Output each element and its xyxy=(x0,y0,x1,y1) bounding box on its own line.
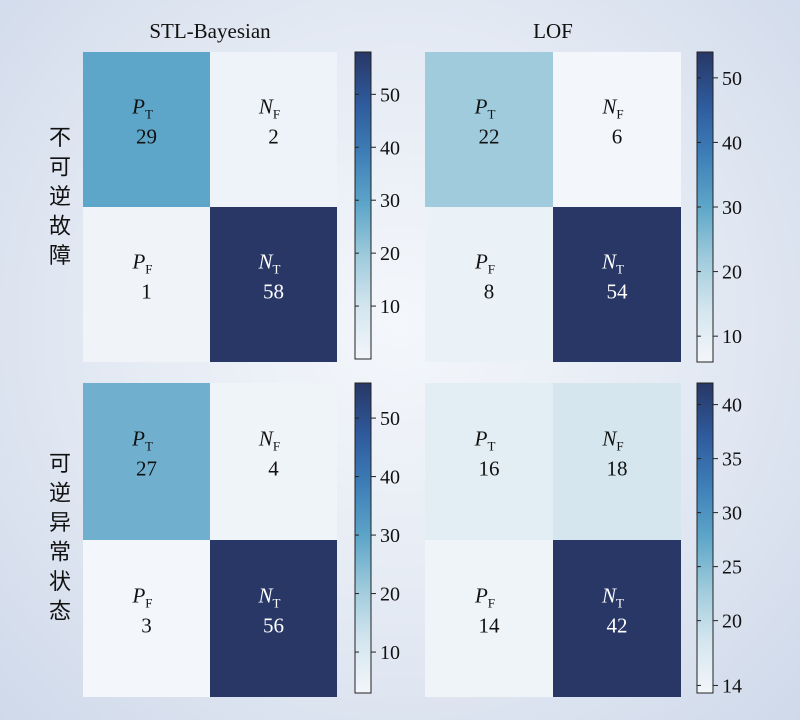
heatmap-cell xyxy=(553,540,681,697)
heatmap-cell xyxy=(210,540,337,697)
cell-value: 3 xyxy=(141,614,152,638)
colorbar-tick-label: 25 xyxy=(722,557,742,579)
cell-value: 14 xyxy=(479,614,501,638)
heatmap-cell xyxy=(425,52,553,207)
cell-value: 42 xyxy=(607,614,628,638)
heatmap-cell xyxy=(83,52,210,207)
colorbar-tick-label: 30 xyxy=(722,197,742,219)
heatmap-cell xyxy=(83,383,210,540)
heatmap-cell xyxy=(83,207,210,362)
colorbar-tick-label: 10 xyxy=(380,296,400,318)
cell-value: 29 xyxy=(136,125,157,149)
colorbar-tick-label: 40 xyxy=(380,467,400,489)
colorbar-tick-label: 14 xyxy=(722,675,742,697)
cell-value: 6 xyxy=(612,125,623,149)
cell-value: 18 xyxy=(607,457,628,481)
colorbar-tick-label: 50 xyxy=(380,84,400,106)
cell-value: 16 xyxy=(479,457,500,481)
colorbar-tick-label: 10 xyxy=(380,642,400,664)
cell-value: 54 xyxy=(607,280,629,304)
cell-value: 27 xyxy=(136,457,157,481)
cell-value: 58 xyxy=(263,280,284,304)
panel-title: LOF xyxy=(533,19,573,43)
heatmap-cell xyxy=(553,383,681,540)
colorbar xyxy=(354,51,372,360)
row-label: 不可逆故障 xyxy=(49,125,71,268)
heatmap-cell xyxy=(83,540,210,697)
colorbar-tick-label: 20 xyxy=(722,611,742,633)
colorbar-tick-label: 30 xyxy=(722,503,742,525)
heatmap-cell xyxy=(210,383,337,540)
colorbar xyxy=(354,382,372,694)
colorbar-tick-label: 35 xyxy=(722,449,742,471)
cell-value: 1 xyxy=(141,280,152,304)
colorbar-tick-label: 40 xyxy=(380,137,400,159)
colorbar-tick-label: 40 xyxy=(722,132,742,154)
panel-title: STL-Bayesian xyxy=(149,19,271,43)
heatmap-cell xyxy=(553,52,681,207)
heatmap-cell xyxy=(425,540,553,697)
colorbar-tick-label: 30 xyxy=(380,190,400,212)
heatmap-cell xyxy=(425,207,553,362)
cell-value: 22 xyxy=(479,125,500,149)
colorbar-tick-label: 10 xyxy=(722,326,742,348)
heatmap-cell xyxy=(425,383,553,540)
cell-value: 4 xyxy=(268,457,279,481)
colorbar xyxy=(696,382,714,694)
colorbar-tick-label: 30 xyxy=(380,525,400,547)
panel-0: STL-Bayesian不可逆故障PT29NF2PF1NT58102030405… xyxy=(49,19,400,362)
colorbar-tick-label: 20 xyxy=(380,584,400,606)
heatmap-cell xyxy=(210,52,337,207)
heatmap-cell xyxy=(553,207,681,362)
colorbar-tick-label: 50 xyxy=(380,408,400,430)
row-label: 可逆异常状态 xyxy=(49,451,71,624)
colorbar-tick-label: 20 xyxy=(380,243,400,265)
cell-value: 8 xyxy=(484,280,495,304)
colorbar-tick-label: 50 xyxy=(722,68,742,90)
cell-value: 56 xyxy=(263,614,284,638)
heatmap-cell xyxy=(210,207,337,362)
cell-value: 2 xyxy=(268,125,279,149)
colorbar-tick-label: 20 xyxy=(722,262,742,284)
colorbar-tick-label: 40 xyxy=(722,395,742,417)
